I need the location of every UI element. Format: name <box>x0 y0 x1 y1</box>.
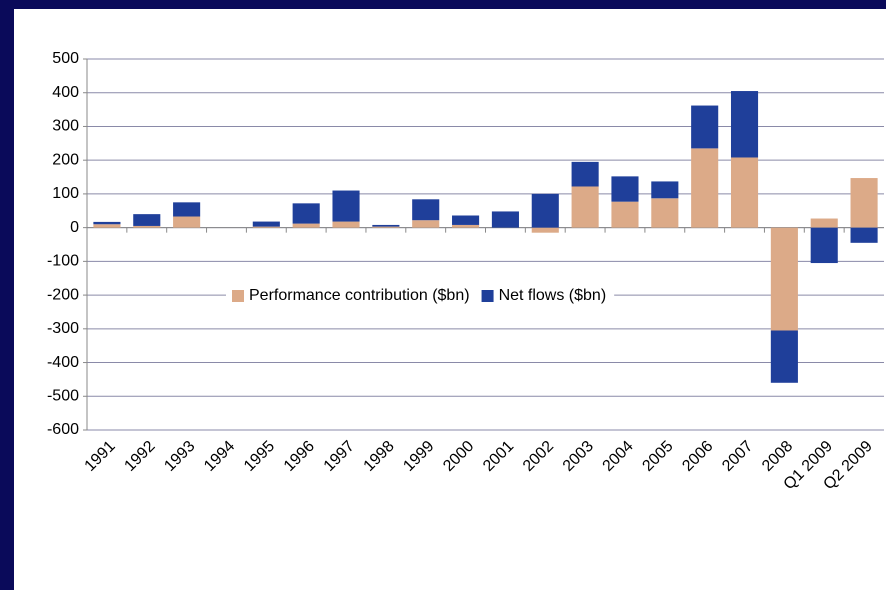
frame-top <box>0 0 886 9</box>
bar <box>651 181 679 199</box>
x-tick-label: 2008 <box>759 438 796 475</box>
bar <box>452 215 480 225</box>
bar <box>292 203 320 224</box>
y-tick-label: 200 <box>52 151 79 168</box>
bar <box>730 157 759 228</box>
bar <box>372 226 400 228</box>
legend-label: Performance contribution ($bn) <box>249 287 470 304</box>
x-tick-label: 2007 <box>719 438 756 475</box>
x-tick-label: 2006 <box>679 438 716 475</box>
x-tick-label: 2003 <box>560 438 597 475</box>
bar <box>571 186 599 228</box>
y-tick-label: 100 <box>52 185 79 202</box>
bar <box>770 227 798 331</box>
x-tick-label: 1992 <box>121 438 158 475</box>
bar <box>571 161 599 187</box>
x-tick-label: 1999 <box>400 438 437 475</box>
bar <box>252 221 280 227</box>
bar <box>412 199 440 221</box>
x-tick-label: 2004 <box>600 438 637 475</box>
y-tick-label: -400 <box>47 354 79 371</box>
x-tick-label: 2001 <box>480 438 517 475</box>
bar <box>810 218 838 228</box>
legend-swatch <box>481 290 494 302</box>
legend-bg <box>226 283 615 309</box>
bar <box>173 202 201 217</box>
y-tick-label: -100 <box>47 253 79 270</box>
x-tick-label: 1998 <box>360 438 397 475</box>
bar <box>93 224 121 228</box>
x-tick-label: 1996 <box>281 438 318 475</box>
bar <box>332 221 360 228</box>
bar <box>252 226 280 228</box>
bar <box>133 214 161 226</box>
bar <box>850 178 878 228</box>
bar <box>173 216 201 228</box>
bar <box>691 105 719 149</box>
y-tick-label: -500 <box>47 387 79 404</box>
x-tick-label: 1993 <box>161 438 198 475</box>
y-tick-label: 0 <box>70 219 79 236</box>
bar <box>332 190 360 222</box>
bar <box>93 221 121 225</box>
bar <box>531 227 559 233</box>
legend-label: Net flows ($bn) <box>499 287 607 304</box>
bar <box>730 91 759 158</box>
bar <box>452 224 480 228</box>
legend: Performance contribution ($bn) Net flows … <box>226 283 615 309</box>
bar <box>133 225 161 228</box>
x-tick-label: 1994 <box>201 438 238 475</box>
bar <box>651 198 679 228</box>
y-tick-label: 400 <box>52 84 79 101</box>
bar <box>611 201 639 228</box>
bar <box>691 148 719 228</box>
y-tick-label: -200 <box>47 286 79 303</box>
frame-left <box>0 0 14 590</box>
y-tick-label: 300 <box>52 118 79 135</box>
x-tick-label: 1991 <box>82 438 119 475</box>
x-tick-label: 1997 <box>321 438 358 475</box>
x-tick-label: 2002 <box>520 438 557 475</box>
bar <box>491 211 519 228</box>
x-tick-label: 1995 <box>241 438 278 475</box>
bar <box>770 330 798 383</box>
bar <box>611 176 639 202</box>
bar <box>412 220 440 228</box>
y-tick-label: -300 <box>47 320 79 337</box>
legend-swatch <box>232 290 244 302</box>
y-tick-label: -600 <box>47 421 79 438</box>
bar <box>850 227 878 243</box>
y-tick-label: 500 <box>52 50 79 67</box>
bar <box>372 224 400 227</box>
x-tick-label: 2005 <box>639 438 676 475</box>
x-tick-label: 2000 <box>440 438 477 475</box>
bar <box>531 193 559 228</box>
bar <box>810 227 838 264</box>
bar <box>292 223 320 228</box>
